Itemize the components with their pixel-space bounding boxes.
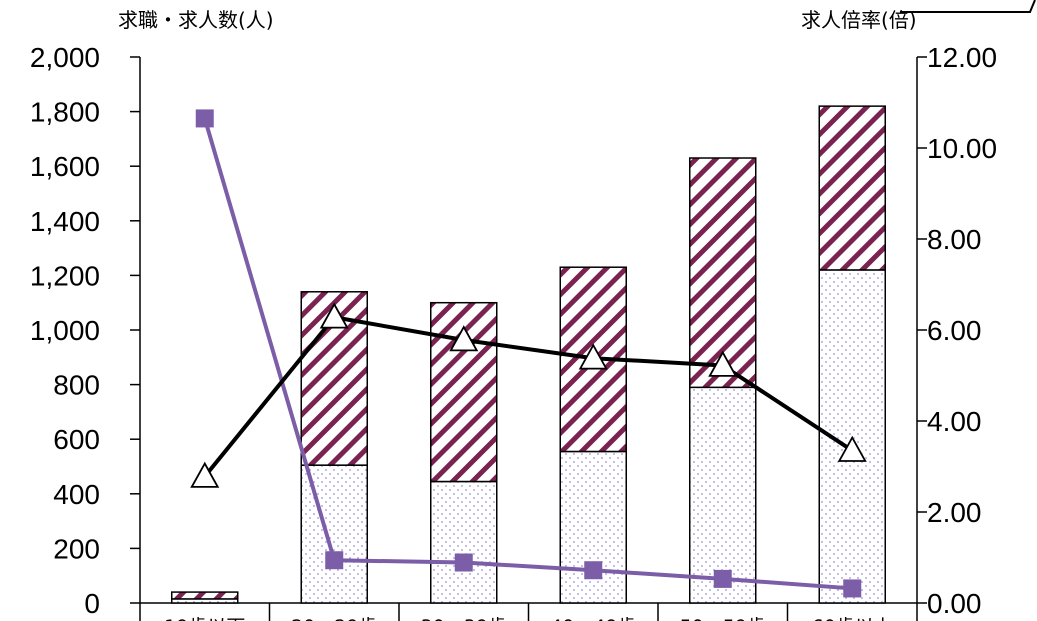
left-tick-label: 0 [84, 588, 100, 619]
right-tick-label: 6.00 [927, 315, 982, 346]
left-tick-label: 1,400 [30, 206, 100, 237]
left-tick-label: 1,200 [30, 260, 100, 291]
left-tick-label: 1,600 [30, 151, 100, 182]
corner-mark [900, 0, 1036, 13]
bar-segment-dots [430, 480, 498, 604]
category-label: 40〜49歳 [550, 616, 636, 621]
left-tick-label: 200 [53, 533, 100, 564]
right-tick-label: 0.00 [927, 588, 982, 619]
left-axis-title: 求職・求人数(人) [118, 8, 274, 32]
bars-layer [171, 105, 886, 604]
square-marker [584, 561, 603, 580]
triangle-marker [708, 350, 738, 377]
lines-layer [190, 109, 867, 598]
category-label: 19歳以下 [164, 616, 245, 621]
left-tick-label: 1,800 [30, 97, 100, 128]
left-tick-label: 800 [53, 370, 100, 401]
triangle-marker [837, 435, 867, 462]
category-label: 30〜39歳 [421, 616, 507, 621]
bar-segment-hatch [689, 157, 757, 389]
category-label: 50〜59歳 [680, 616, 766, 621]
series-line-square [202, 117, 853, 591]
right-axis-title: 求人倍率(倍) [801, 8, 917, 32]
triangle-marker [449, 325, 479, 352]
left-tick-label: 1,000 [30, 315, 100, 346]
bar-segment-dots [689, 386, 757, 604]
square-marker [713, 569, 732, 588]
square-marker [325, 551, 344, 570]
triangle-marker [190, 461, 220, 488]
triangle-marker [319, 302, 349, 329]
category-label: 20〜29歳 [291, 616, 377, 621]
category-label: 60歳以上 [812, 616, 893, 621]
axes-layer [130, 56, 927, 604]
square-marker [454, 553, 473, 572]
square-marker [195, 109, 214, 128]
ticks-layer: 0 200 400 600 800 1,000 1,200 1,400 1,600 1,800 2,… [30, 42, 997, 619]
bar-segment-hatch [171, 591, 239, 600]
right-tick-label: 10.00 [927, 133, 997, 164]
right-tick-label: 8.00 [927, 224, 982, 255]
bar-segment-hatch [818, 105, 886, 271]
right-tick-label: 2.00 [927, 497, 982, 528]
triangle-marker [578, 343, 608, 370]
category-layer: 19歳以下 20〜29歳 30〜39歳 40〜49歳 50〜59歳 60歳以上 [139, 603, 918, 621]
right-tick-label: 4.00 [927, 406, 982, 437]
right-tick-label: 12.00 [927, 42, 997, 73]
left-tick-label: 600 [53, 424, 100, 455]
square-marker [843, 579, 862, 598]
left-tick-label: 2,000 [30, 42, 100, 73]
series-line-triangle [203, 315, 854, 478]
bar-segment-dots [559, 450, 627, 604]
left-tick-label: 400 [53, 479, 100, 510]
